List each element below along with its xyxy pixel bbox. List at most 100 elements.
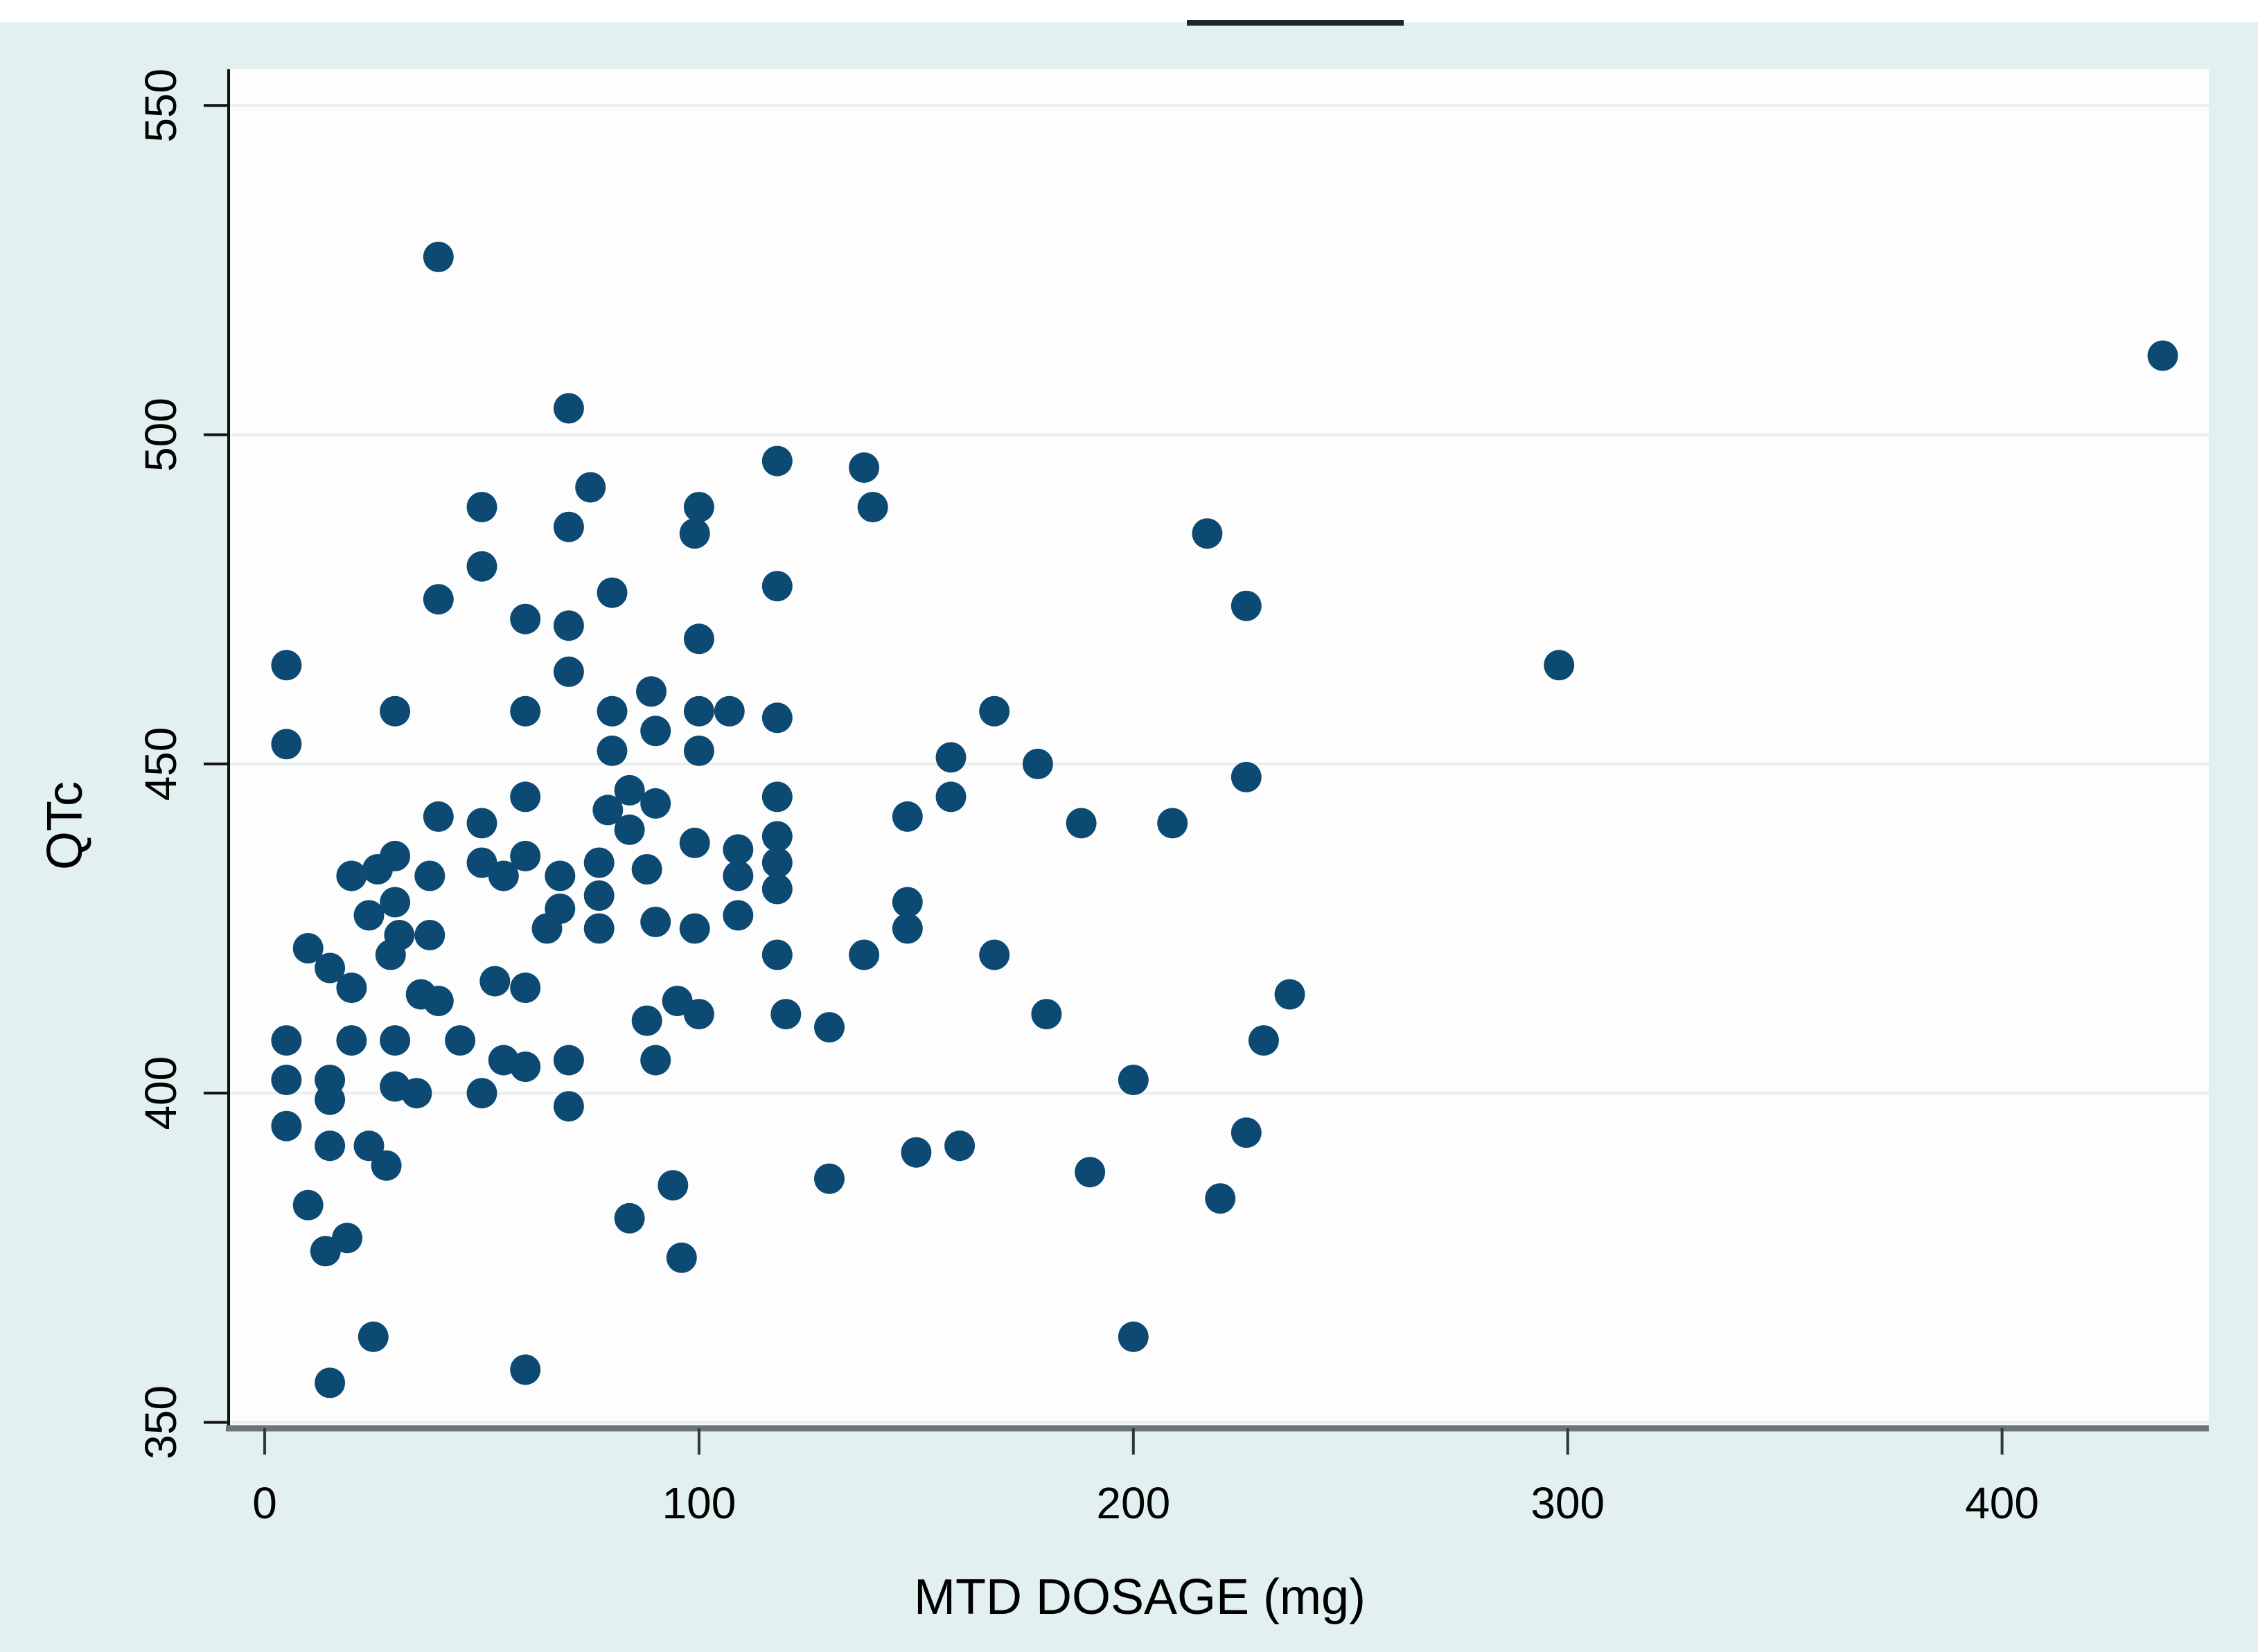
data-point xyxy=(679,913,710,944)
data-point xyxy=(380,1025,411,1056)
data-point xyxy=(1248,1025,1279,1056)
data-point xyxy=(761,781,793,812)
data-point xyxy=(353,900,385,931)
x-tick-label-0: 0 xyxy=(252,1478,277,1528)
data-point xyxy=(814,1163,845,1194)
data-point xyxy=(723,900,754,931)
data-point xyxy=(271,729,302,760)
data-point xyxy=(761,847,793,878)
data-point xyxy=(553,511,584,542)
data-point xyxy=(849,939,880,970)
y-axis-ticks xyxy=(204,104,229,1424)
data-point xyxy=(510,1354,541,1385)
data-point xyxy=(683,695,714,727)
data-point xyxy=(723,860,754,891)
data-point xyxy=(1157,808,1188,839)
data-point xyxy=(315,952,346,984)
data-point xyxy=(614,774,645,806)
data-point xyxy=(1231,761,1262,792)
data-point xyxy=(1075,1157,1106,1188)
data-point xyxy=(761,873,793,905)
y-tick-label-450: 450 xyxy=(136,727,186,801)
data-point xyxy=(714,695,745,727)
data-point xyxy=(597,577,628,608)
data-point xyxy=(445,1025,476,1056)
data-point xyxy=(2147,340,2178,371)
data-point xyxy=(1544,650,1575,681)
data-point xyxy=(353,1130,385,1162)
data-point xyxy=(292,1189,324,1220)
data-point xyxy=(414,860,446,891)
data-point xyxy=(1274,979,1305,1010)
data-point xyxy=(857,492,888,523)
data-point xyxy=(384,920,415,950)
data-point xyxy=(761,939,793,970)
x-tick-label-300: 300 xyxy=(1531,1478,1605,1528)
data-point xyxy=(510,603,541,634)
top-crop-artifact xyxy=(1187,20,1404,26)
horizontal-gridlines xyxy=(229,104,2209,1424)
y-tick-label-400: 400 xyxy=(136,1056,186,1130)
data-point xyxy=(761,445,793,477)
data-point xyxy=(683,623,714,655)
data-point xyxy=(1118,1065,1149,1096)
data-point xyxy=(935,781,967,812)
data-point xyxy=(979,695,1010,727)
data-point xyxy=(614,814,645,845)
data-point xyxy=(510,972,541,1004)
data-point xyxy=(892,801,923,832)
data-point xyxy=(658,1170,689,1201)
data-point xyxy=(380,840,411,871)
top-white-strip xyxy=(0,0,2258,22)
scatter-points-layer xyxy=(271,241,2178,1398)
y-axis-title: QTc xyxy=(37,781,93,870)
data-point xyxy=(315,1367,346,1398)
data-point xyxy=(814,1012,845,1043)
data-point xyxy=(683,735,714,766)
data-point xyxy=(332,1223,363,1254)
data-point xyxy=(545,894,576,924)
data-point xyxy=(679,518,710,549)
data-point xyxy=(636,676,667,707)
data-point xyxy=(466,551,497,582)
data-point xyxy=(510,695,541,727)
data-point xyxy=(466,492,497,523)
data-point xyxy=(683,492,714,523)
data-point xyxy=(892,913,923,944)
data-point xyxy=(1192,518,1223,549)
data-point xyxy=(1066,808,1097,839)
y-tick-label-500: 500 xyxy=(136,398,186,472)
data-point xyxy=(1118,1321,1149,1352)
data-point xyxy=(553,656,584,687)
data-point xyxy=(466,808,497,839)
data-point xyxy=(679,827,710,858)
data-point xyxy=(935,742,967,773)
data-point xyxy=(271,650,302,681)
data-point xyxy=(1022,748,1053,779)
data-point xyxy=(640,788,671,819)
data-point xyxy=(271,1110,302,1142)
data-point xyxy=(553,1045,584,1076)
data-point xyxy=(553,1091,584,1122)
data-point xyxy=(510,1051,541,1083)
data-point xyxy=(761,571,793,602)
data-point xyxy=(466,1078,497,1109)
x-tick-label-200: 200 xyxy=(1096,1478,1170,1528)
data-point xyxy=(849,452,880,483)
data-point xyxy=(553,610,584,641)
data-point xyxy=(761,702,793,734)
data-point xyxy=(592,794,624,826)
data-point xyxy=(423,801,454,832)
data-point xyxy=(380,695,411,727)
data-point xyxy=(666,1242,697,1273)
data-point xyxy=(631,1005,662,1036)
data-point xyxy=(631,854,662,885)
x-tick-label-400: 400 xyxy=(1965,1478,2039,1528)
data-point xyxy=(597,695,628,727)
data-point xyxy=(614,1202,645,1234)
data-point xyxy=(510,840,541,871)
data-point xyxy=(315,1084,346,1115)
data-point xyxy=(979,939,1010,970)
data-point xyxy=(770,999,802,1030)
